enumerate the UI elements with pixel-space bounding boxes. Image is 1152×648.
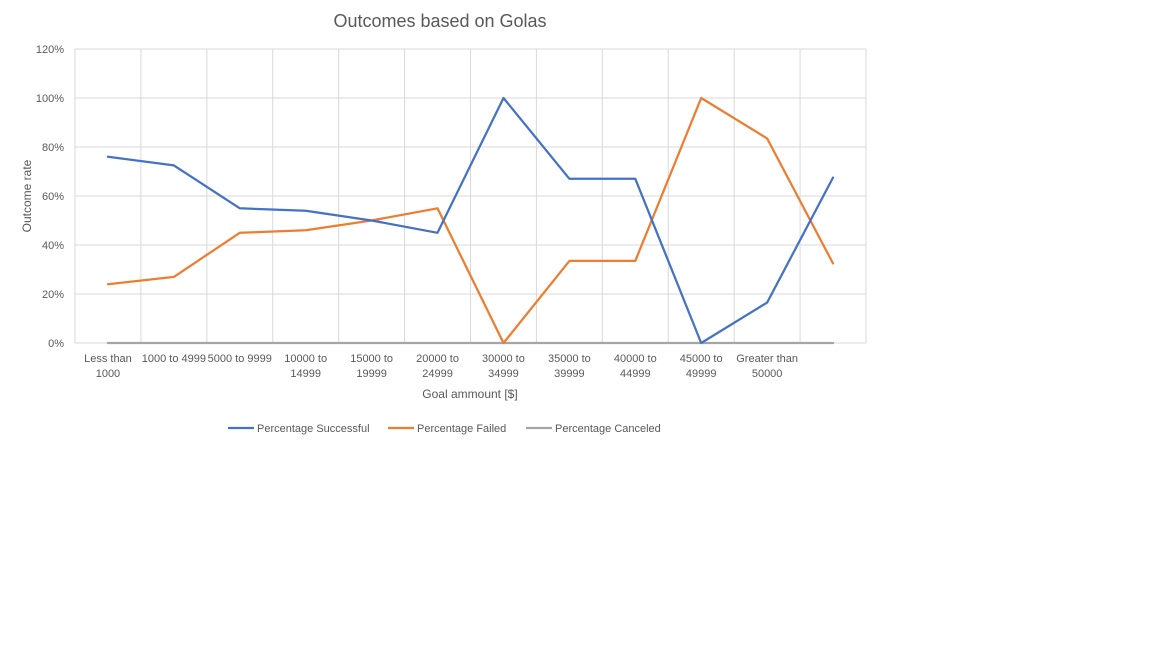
y-tick-label: 100% [36, 93, 64, 105]
x-tick-label: 1000 to 4999 [142, 353, 206, 365]
y-tick-label: 40% [42, 240, 64, 252]
x-tick-label: 20000 to 24999 [416, 353, 459, 380]
series-line-percentage-successful [106, 96, 835, 345]
legend-entry: Percentage Successful [257, 423, 370, 435]
x-tick-label: Greater than 50000 [736, 353, 798, 380]
legend-entry: Percentage Failed [417, 423, 506, 435]
x-tick-label: 5000 to 9999 [208, 353, 272, 365]
legend: Percentage Successful Percentage Failed Pe… [228, 423, 661, 435]
y-tick-label: 0% [48, 338, 64, 350]
legend-entry: Percentage Canceled [555, 423, 661, 435]
gridlines [74, 48, 867, 344]
x-tick-label: 35000 to 39999 [548, 353, 591, 380]
x-tick-label: 15000 to 19999 [350, 353, 393, 380]
y-tick-label: 20% [42, 289, 64, 301]
x-tick-label: 10000 to 14999 [284, 353, 327, 380]
x-tick-label: 30000 to 34999 [482, 353, 525, 380]
y-tick-label: 80% [42, 142, 64, 154]
x-tick-label: 40000 to 44999 [614, 353, 657, 380]
x-axis-ticks: Less than 1000 1000 to 4999 5000 to 9999 100… [84, 353, 798, 380]
y-axis-ticks: 0% 20% 40% 60% 80% 100% 120% [36, 44, 64, 350]
series-lines [106, 96, 835, 345]
x-tick-label: Less than 1000 [84, 353, 132, 380]
x-axis-title: Goal ammount [$] [422, 387, 517, 401]
x-tick-label: 45000 to 49999 [680, 353, 723, 380]
y-tick-label: 60% [42, 191, 64, 203]
chart-title: Outcomes based on Golas [333, 11, 546, 31]
y-tick-label: 120% [36, 44, 64, 56]
y-axis-title: Outcome rate [20, 159, 34, 232]
series-line-percentage-failed [106, 96, 835, 345]
